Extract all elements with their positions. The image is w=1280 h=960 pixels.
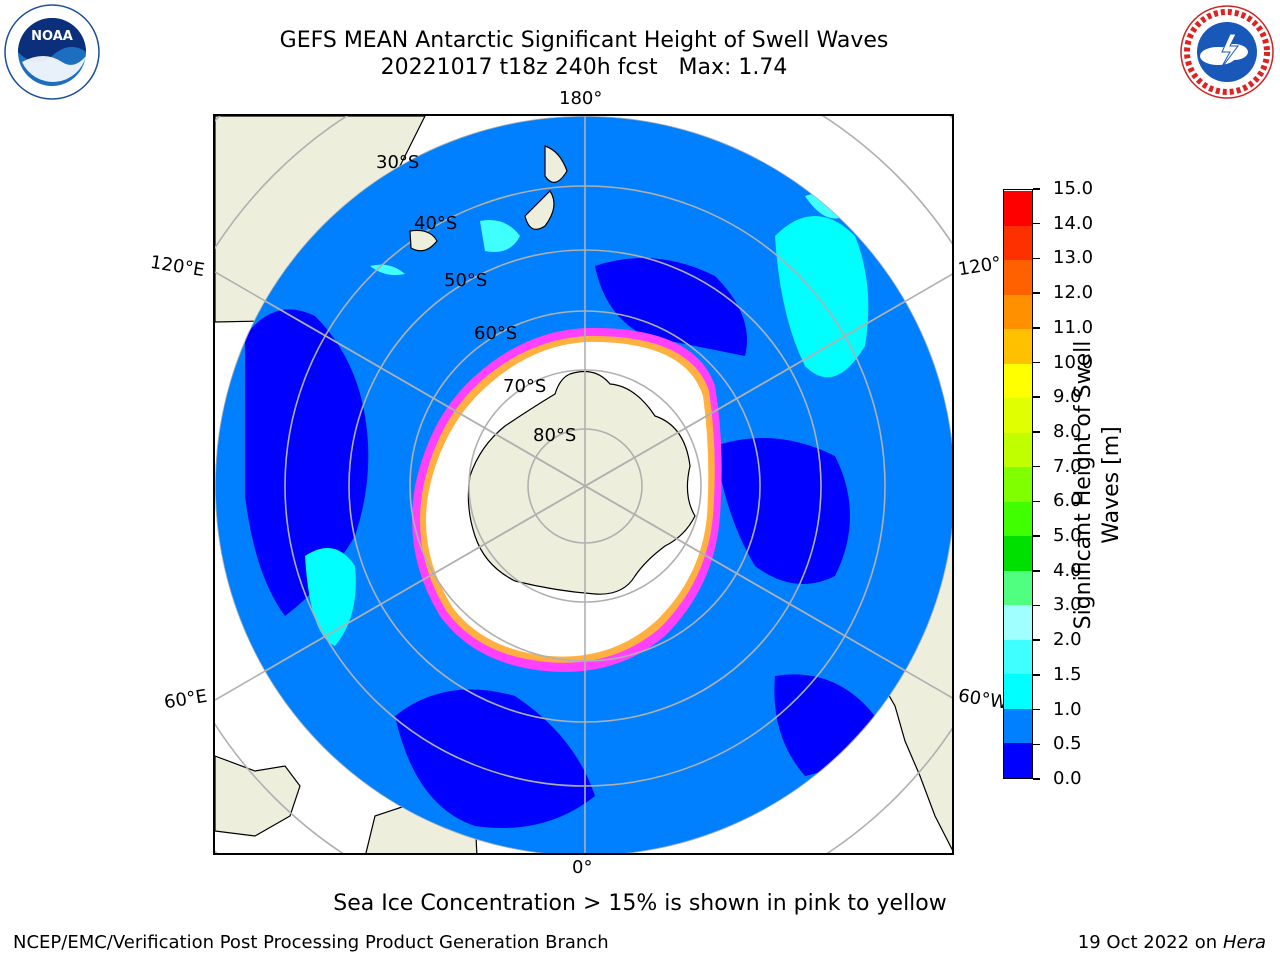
colorbar-segment [1004,536,1032,571]
colorbar-tick-label: 1.0 [1053,698,1082,720]
colorbar-tick-mark [1033,639,1040,641]
colorbar-tick-mark [1033,743,1040,746]
land-new-zealand-north [544,145,568,183]
lon-label-120e: 120°E [148,251,207,282]
colorbar-tick-mark [1033,292,1040,294]
colorbar-tick-mark [1033,604,1040,607]
colorbar-segment [1004,501,1032,537]
colorbar-segment [1004,674,1032,709]
colorbar-tick-mark [1033,708,1040,711]
colorbar-tick-mark [1033,500,1040,503]
chart-title-line2: 20221017 t18z 240h fcst Max: 1.74 [380,55,788,80]
outer-grid [215,116,952,853]
colorbar-segment [1004,294,1032,330]
colorbar-tick-label: 2.0 [1053,629,1082,651]
colorbar-tick-label: 7.0 [1053,455,1082,477]
footer-date: 19 Oct 2022 on [1077,932,1223,953]
colorbar-tick-label: 4.0 [1053,559,1082,581]
colorbar-label-line2: Waves [m] [1099,426,1124,544]
colorbar-tick-mark [1033,188,1040,190]
colorbar-tick-mark [1033,396,1040,398]
colorbar-segment [1004,191,1032,226]
chart-title-line1: GEFS MEAN Antarctic Significant Height o… [279,28,889,53]
lat-label-50s: 50°S [444,270,488,291]
lon-label-60e: 60°E [162,685,209,714]
land-tasmania [409,229,438,252]
noaa-logo-text: NOAA [31,29,73,44]
colorbar-label: Significant Height of Swell Waves [m] [1070,335,1130,635]
colorbar-tick-mark [1033,257,1040,260]
lon-label-60w: 60°W [956,685,1010,714]
land-new-zealand-south [524,190,555,230]
footer-left: NCEP/EMC/Verification Post Processing Pr… [13,932,609,953]
colorbar-tick-label: 10.0 [1053,351,1094,373]
colorbar-segment [1004,570,1032,606]
colorbar-tick-mark [1033,674,1040,676]
colorbar-tick-mark [1033,778,1040,780]
colorbar-tick-label: 0.0 [1053,768,1082,789]
colorbar-segment [1004,398,1032,433]
colorbar-segment [1004,743,1032,778]
colorbar-segment [1004,260,1032,295]
colorbar-tick-label: 8.0 [1053,420,1082,442]
colorbar-segment [1004,639,1032,675]
colorbar-tick-mark [1033,361,1040,364]
colorbar-tick-label: 3.0 [1053,594,1082,616]
lat-label-80s: 80°S [533,425,577,446]
colorbar-tick-mark [1033,222,1040,225]
colorbar-label-line1: Significant Height of Swell [1071,340,1096,630]
low-swell-region-north [595,258,747,356]
lat-label-30s: 30°S [376,152,420,173]
colorbar-segment [1004,432,1032,468]
colorbar-segment [1004,605,1032,640]
colorbar-tick-label: 11.0 [1053,316,1094,338]
colorbar-segment [1004,225,1032,261]
noaa-logo: NOAA [4,4,100,100]
colorbar-tick-label: 14.0 [1053,212,1094,234]
colorbar-segment [1004,708,1032,744]
colorbar-tick-label: 15.0 [1053,178,1094,199]
footer-host: Hera [1222,932,1266,953]
colorbar-tick-label: 1.5 [1053,663,1082,685]
colorbar-tick-label: 13.0 [1053,247,1094,269]
colorbar-tick-mark [1033,327,1040,329]
swell-patch-tasman [480,220,520,252]
colorbar-tick-label: 0.5 [1053,733,1082,755]
sea-ice-annotation: Sea Ice Concentration > 15% is shown in … [333,891,947,916]
nws-logo [1178,4,1276,100]
colorbar-segment [1004,363,1032,399]
colorbar-tick-mark [1033,570,1040,572]
colorbar-tick-label: 9.0 [1053,386,1082,408]
colorbar-tick-mark [1033,465,1040,468]
low-swell-region-west [245,309,369,616]
lat-label-70s: 70°S [503,376,547,397]
footer-right: 19 Oct 2022 on Hera [1078,932,1266,953]
lat-label-40s: 40°S [414,213,458,234]
map-panel [213,114,954,855]
colorbar-segment [1004,329,1032,364]
colorbar-segment [1004,467,1032,502]
lon-label-180: 180° [559,88,603,109]
colorbar-tick-mark [1033,431,1040,433]
colorbar-tick-label: 5.0 [1053,525,1082,547]
lon-label-0: 0° [572,857,593,878]
polar-map [215,116,952,853]
low-swell-region-south [395,689,595,828]
colorbar-tick-label: 6.0 [1053,490,1082,512]
lat-label-60s: 60°S [474,323,518,344]
land-africa-sw [215,755,301,837]
colorbar-tick-label: 12.0 [1053,282,1094,304]
colorbar [1003,189,1033,779]
lon-label-120w: 120° [956,252,1003,281]
colorbar-tick-mark [1033,535,1040,537]
